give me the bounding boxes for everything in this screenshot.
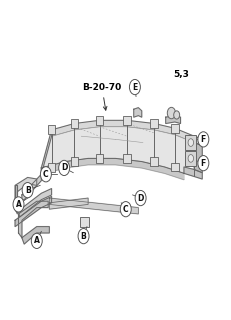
Polygon shape <box>134 108 142 117</box>
Circle shape <box>135 190 146 206</box>
Polygon shape <box>41 158 184 180</box>
Text: D: D <box>61 164 67 172</box>
Circle shape <box>120 202 131 217</box>
FancyBboxPatch shape <box>123 116 131 125</box>
Circle shape <box>78 228 89 244</box>
FancyBboxPatch shape <box>150 157 158 166</box>
FancyBboxPatch shape <box>48 125 55 134</box>
Polygon shape <box>41 130 52 174</box>
Polygon shape <box>166 116 181 124</box>
Text: A: A <box>15 200 21 209</box>
Circle shape <box>198 132 209 147</box>
Polygon shape <box>15 196 52 227</box>
Polygon shape <box>49 198 88 209</box>
Circle shape <box>174 111 180 119</box>
Circle shape <box>40 167 51 182</box>
FancyBboxPatch shape <box>185 151 196 166</box>
Polygon shape <box>18 201 48 238</box>
Circle shape <box>13 197 24 212</box>
Text: B-20-70: B-20-70 <box>82 83 122 110</box>
Polygon shape <box>22 174 41 200</box>
Text: B: B <box>81 232 86 241</box>
FancyBboxPatch shape <box>185 135 196 150</box>
Text: C: C <box>123 205 129 214</box>
Text: E: E <box>132 83 137 92</box>
Polygon shape <box>15 178 37 214</box>
FancyBboxPatch shape <box>150 119 158 128</box>
Text: A: A <box>34 236 40 245</box>
FancyBboxPatch shape <box>48 164 55 172</box>
Text: C: C <box>43 170 49 179</box>
Circle shape <box>188 155 194 162</box>
FancyBboxPatch shape <box>70 157 78 166</box>
Text: D: D <box>137 194 144 203</box>
FancyBboxPatch shape <box>171 124 179 133</box>
FancyBboxPatch shape <box>123 154 131 163</box>
Circle shape <box>59 160 70 176</box>
Polygon shape <box>15 185 17 209</box>
Circle shape <box>188 139 194 146</box>
Polygon shape <box>52 120 194 142</box>
Circle shape <box>167 107 176 119</box>
FancyBboxPatch shape <box>171 163 179 172</box>
Polygon shape <box>41 127 194 173</box>
Text: F: F <box>201 159 206 168</box>
Polygon shape <box>194 136 202 146</box>
FancyBboxPatch shape <box>96 116 103 125</box>
Circle shape <box>198 156 209 171</box>
Circle shape <box>129 79 140 95</box>
Polygon shape <box>18 188 52 217</box>
Polygon shape <box>194 136 202 173</box>
Polygon shape <box>184 167 202 179</box>
FancyBboxPatch shape <box>96 154 103 163</box>
Circle shape <box>22 182 33 198</box>
Text: 5,3: 5,3 <box>174 70 190 79</box>
FancyBboxPatch shape <box>70 119 78 128</box>
FancyBboxPatch shape <box>80 217 89 227</box>
Text: F: F <box>201 135 206 144</box>
Circle shape <box>31 233 42 249</box>
Polygon shape <box>49 198 138 214</box>
Text: B: B <box>25 186 30 195</box>
Polygon shape <box>22 227 49 244</box>
